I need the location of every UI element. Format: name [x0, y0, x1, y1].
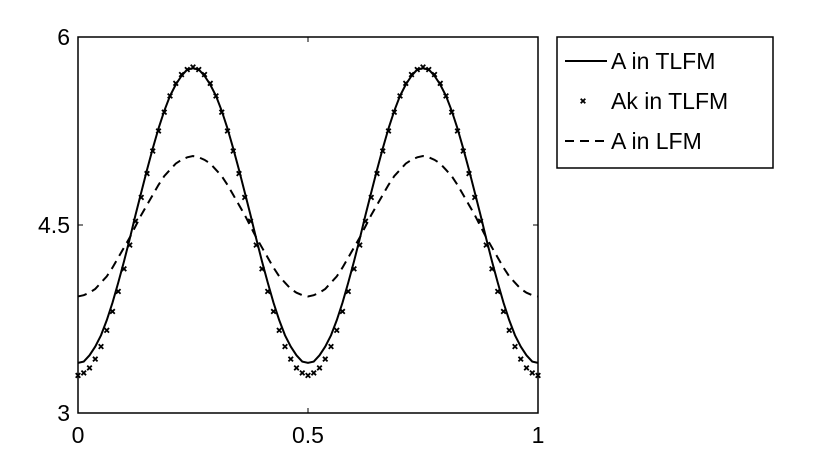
data-marker [86, 364, 93, 371]
data-marker [494, 288, 501, 295]
plot-frame [77, 36, 539, 414]
legend-marker [580, 98, 586, 104]
data-marker [379, 148, 386, 154]
y-tick-label: 4.5 [38, 212, 70, 238]
data-marker [144, 170, 150, 177]
data-marker [201, 71, 208, 78]
y-tick-label: 6 [57, 24, 70, 50]
data-marker [328, 343, 334, 350]
data-marker [161, 109, 168, 116]
data-marker [437, 80, 444, 87]
data-marker [529, 369, 536, 376]
data-marker [310, 369, 317, 376]
data-marker [98, 343, 104, 350]
data-marker [448, 109, 455, 116]
x-tick-label: 0.5 [292, 422, 324, 448]
data-marker [345, 288, 352, 295]
data-marker [374, 170, 380, 177]
data-marker [224, 128, 231, 134]
data-marker [264, 288, 271, 295]
data-marker [287, 356, 294, 363]
data-marker [316, 364, 323, 371]
data-marker [80, 369, 87, 376]
data-marker [523, 364, 530, 371]
data-marker [414, 66, 421, 73]
data-marker [431, 71, 438, 78]
legend-label: Ak in TLFM [611, 88, 728, 114]
data-marker [213, 92, 219, 99]
data-marker [385, 128, 392, 134]
data-marker [471, 194, 478, 201]
legend-label: A in TLFM [611, 48, 715, 74]
data-marker [443, 92, 449, 99]
data-marker [103, 327, 110, 334]
data-marker [259, 265, 265, 272]
data-marker [282, 343, 288, 350]
data-marker [115, 288, 122, 295]
legend-box [556, 36, 774, 169]
data-marker [500, 308, 507, 315]
data-marker [489, 265, 495, 272]
data-marker [408, 71, 415, 78]
data-marker [333, 327, 340, 334]
data-marker [397, 92, 403, 99]
data-marker [466, 170, 472, 177]
data-marker [351, 265, 357, 272]
data-marker [402, 80, 409, 87]
data-marker [218, 109, 225, 116]
data-marker [454, 128, 461, 134]
data-marker [483, 242, 490, 248]
data-marker [121, 265, 127, 272]
data-marker [305, 372, 311, 379]
data-marker [253, 242, 260, 248]
x-tick-label: 1 [532, 422, 545, 448]
data-marker [241, 194, 248, 201]
data-marker [230, 148, 237, 154]
data-marker [236, 170, 242, 177]
data-marker [299, 369, 306, 376]
data-marker [425, 66, 432, 73]
data-marker [322, 356, 329, 363]
data-marker [92, 356, 99, 363]
legend-label: A in LFM [611, 128, 702, 154]
data-line [77, 67, 539, 364]
data-marker [517, 356, 524, 363]
data-marker [178, 71, 185, 78]
data-marker [138, 194, 145, 201]
data-marker [339, 308, 346, 315]
data-marker [155, 128, 162, 134]
data-marker [460, 148, 467, 154]
data-marker [190, 64, 196, 71]
data-marker [391, 109, 398, 116]
y-tick-label: 3 [57, 400, 70, 426]
data-marker [293, 364, 300, 371]
x-tick-label: 0 [72, 422, 85, 448]
data-marker [276, 327, 283, 334]
data-marker [420, 64, 426, 71]
data-marker [149, 148, 156, 154]
data-marker [126, 242, 133, 248]
data-line [77, 155, 539, 298]
data-marker [356, 242, 363, 248]
data-marker [172, 80, 179, 87]
data-marker [167, 92, 173, 99]
data-marker [506, 327, 513, 334]
data-marker [109, 308, 116, 315]
data-marker [207, 80, 214, 87]
data-marker [184, 66, 191, 73]
data-marker [195, 66, 202, 73]
data-marker [512, 343, 518, 350]
data-marker [270, 308, 277, 315]
data-marker [368, 194, 375, 201]
